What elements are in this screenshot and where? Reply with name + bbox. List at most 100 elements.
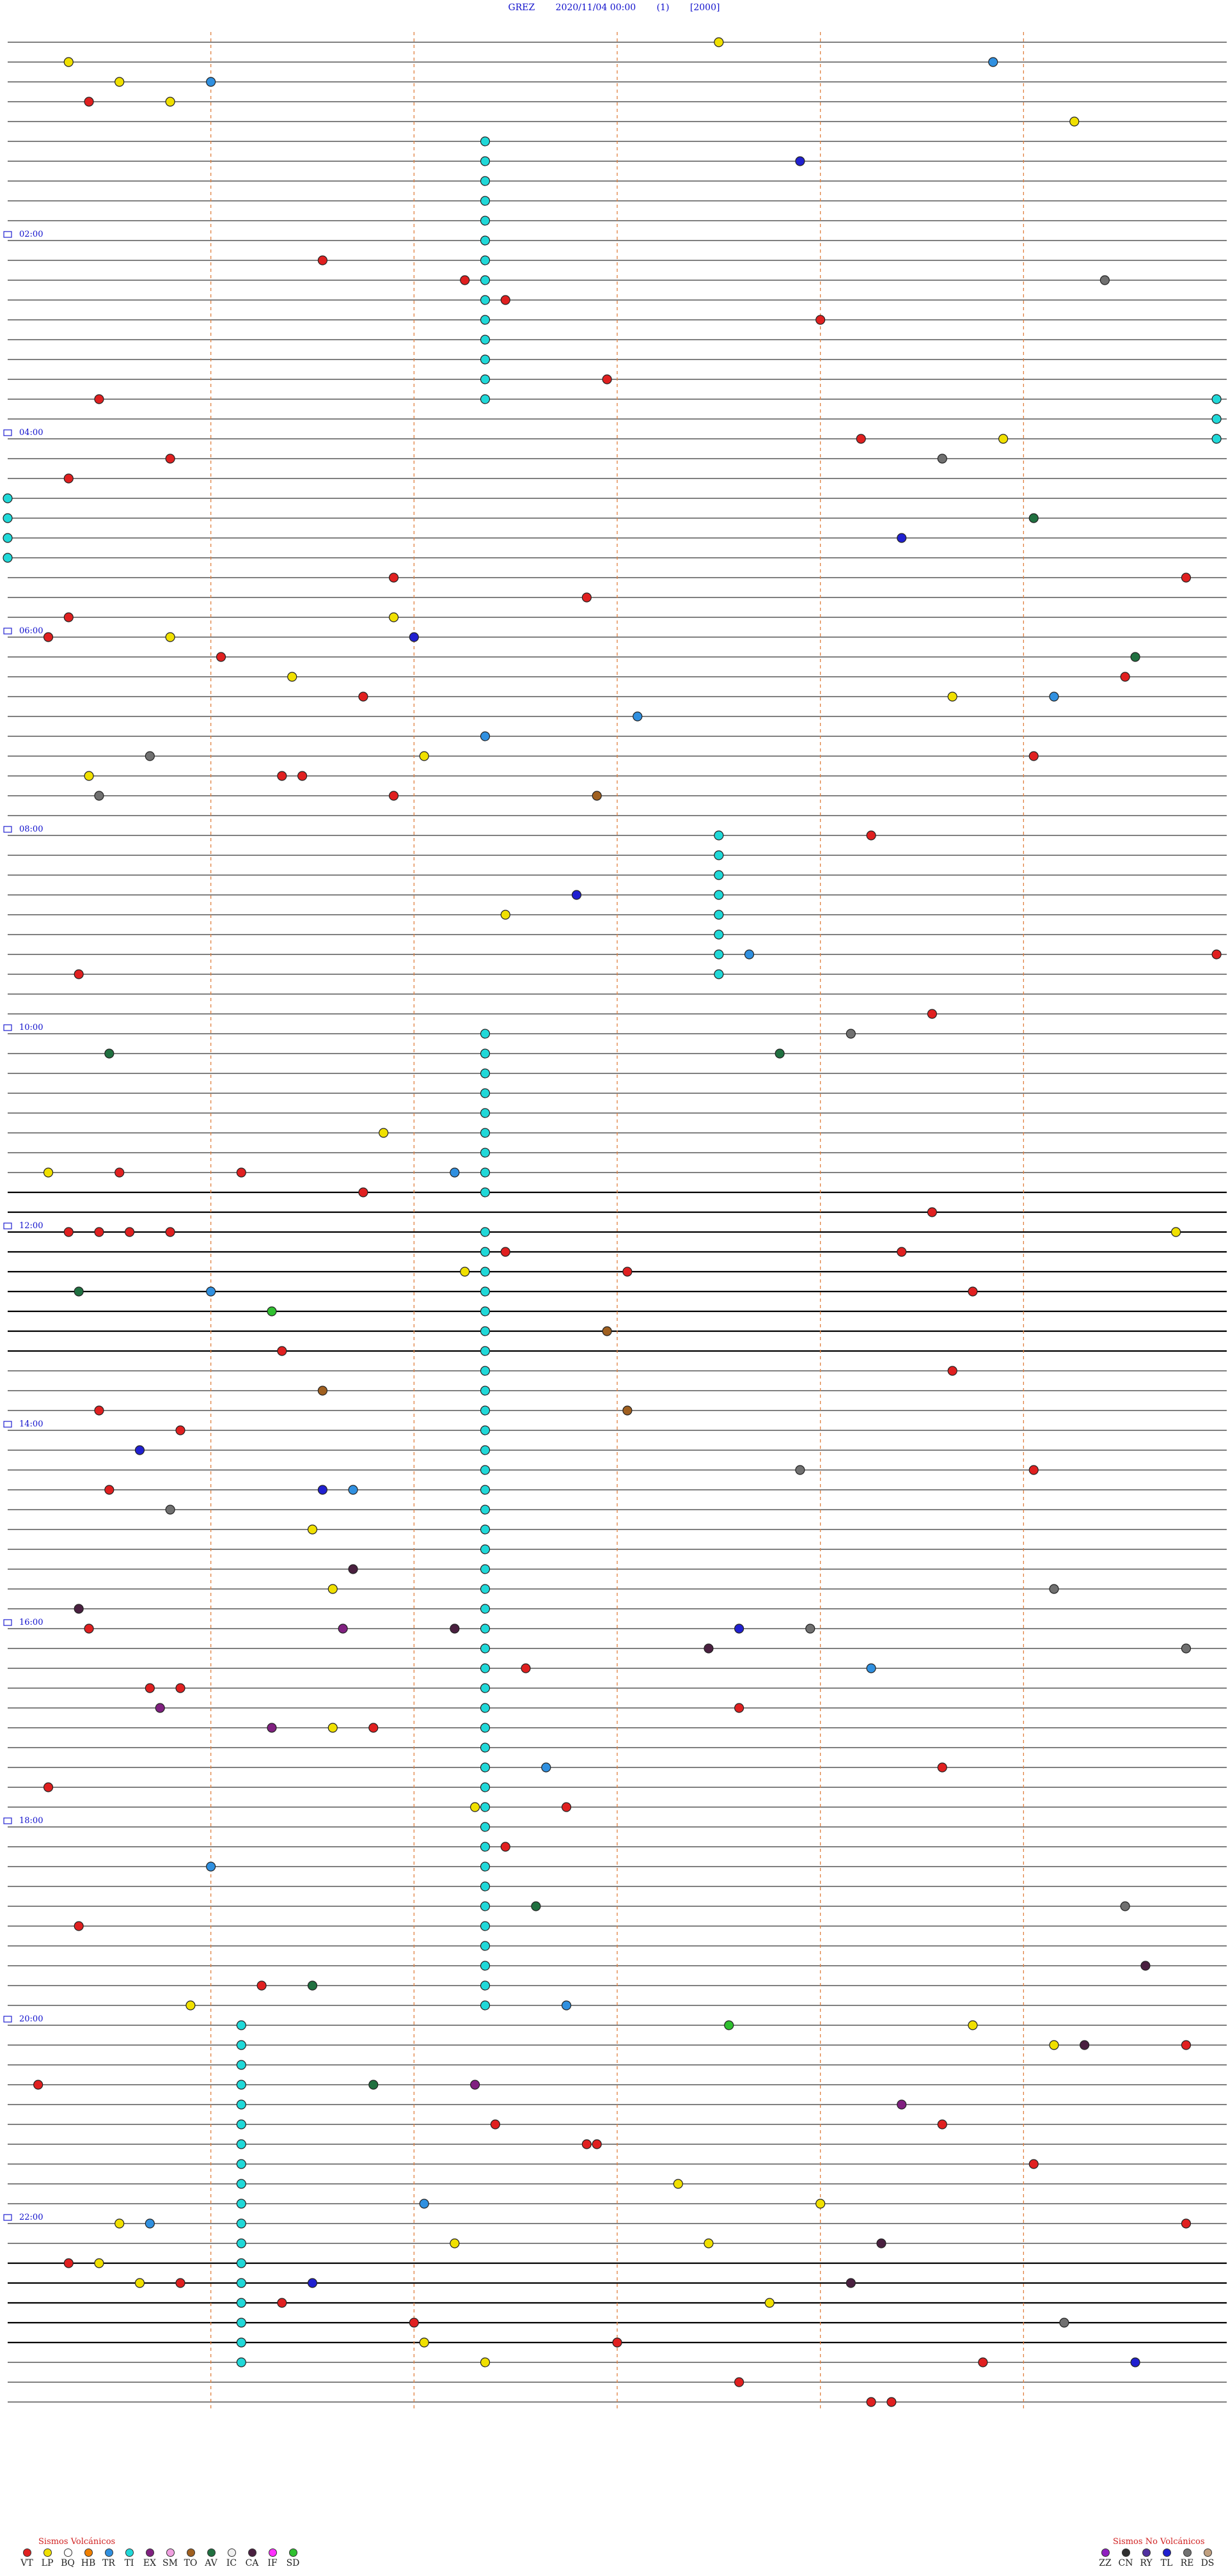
event-marker-ti xyxy=(480,1128,491,1138)
legend-swatch-icon xyxy=(288,2548,297,2557)
drum-datetime: 2020/11/04 00:00 xyxy=(555,3,636,13)
event-marker-lp xyxy=(94,2258,104,2268)
event-marker-tr xyxy=(541,1762,551,1773)
legend-code: VT xyxy=(20,2558,33,2568)
legend-item-to: TO xyxy=(180,2548,201,2568)
event-marker-ti xyxy=(3,533,13,543)
legend-volcanic: VT LP BQ HB TR TI EX SM TO AV IC CA IF SD xyxy=(17,2548,303,2568)
event-marker-tl xyxy=(571,890,582,900)
event-marker-vt xyxy=(236,1167,246,1178)
event-marker-ex xyxy=(470,2080,480,2090)
event-marker-vt xyxy=(1181,2040,1192,2050)
event-marker-ti xyxy=(714,969,724,979)
legend-item-cn: CN xyxy=(1115,2548,1136,2568)
event-marker-re xyxy=(94,791,104,801)
event-marker-lp xyxy=(419,2337,429,2348)
event-marker-ti xyxy=(3,493,13,503)
event-marker-ti xyxy=(480,1544,491,1554)
event-marker-vt xyxy=(388,791,399,801)
event-marker-vt xyxy=(74,1921,84,1931)
event-marker-lp xyxy=(287,672,297,682)
event-marker-tr xyxy=(561,2000,572,2011)
legend-item-av: AV xyxy=(201,2548,221,2568)
legend-item-ca: CA xyxy=(242,2548,262,2568)
event-marker-lp xyxy=(327,1723,338,1733)
event-marker-ti xyxy=(480,176,491,186)
legend-item-hb: HB xyxy=(78,2548,98,2568)
event-marker-vt xyxy=(886,2397,897,2407)
event-marker-tl xyxy=(307,2278,318,2288)
hour-marker-icon xyxy=(3,231,12,238)
hour-label: 02:00 xyxy=(19,230,43,239)
legend-swatch-icon xyxy=(186,2548,195,2557)
event-marker-ti xyxy=(480,1108,491,1118)
event-marker-ti xyxy=(236,2080,246,2090)
event-marker-vt xyxy=(937,2119,947,2130)
event-marker-ti xyxy=(236,2258,246,2268)
event-marker-tr xyxy=(348,1485,358,1495)
event-marker-ti xyxy=(480,1187,491,1197)
event-marker-ti xyxy=(480,1247,491,1257)
event-marker-re xyxy=(1181,1643,1192,1654)
hour-marker-icon xyxy=(3,1619,12,1626)
event-marker-ti xyxy=(480,1604,491,1614)
event-marker-vt xyxy=(734,1703,744,1713)
legend-swatch-icon xyxy=(43,2548,52,2557)
event-marker-vt xyxy=(277,2298,287,2308)
event-marker-vt xyxy=(490,2119,501,2130)
event-marker-av xyxy=(104,1048,114,1059)
event-marker-ex xyxy=(267,1723,277,1733)
event-marker-ti xyxy=(480,295,491,305)
hour-marker-icon xyxy=(3,2016,12,2023)
event-marker-ti xyxy=(480,1921,491,1931)
event-marker-ti xyxy=(236,2357,246,2367)
legend-code: SM xyxy=(162,2558,178,2568)
event-marker-ti xyxy=(480,1088,491,1098)
event-marker-ti xyxy=(714,929,724,940)
event-marker-tl xyxy=(1130,2357,1140,2367)
legend-item-vt: VT xyxy=(17,2548,37,2568)
event-marker-tr xyxy=(988,57,998,67)
event-marker-ti xyxy=(480,1485,491,1495)
event-marker-tr xyxy=(206,1286,216,1297)
event-marker-ti xyxy=(480,1564,491,1574)
legend-swatch-icon xyxy=(1121,2548,1130,2557)
event-marker-lp xyxy=(815,2199,826,2209)
event-marker-vt xyxy=(358,691,368,702)
event-marker-lp xyxy=(673,2179,683,2189)
event-marker-ti xyxy=(480,1366,491,1376)
event-marker-lp xyxy=(63,57,74,67)
event-marker-ti xyxy=(480,2000,491,2011)
event-marker-ti xyxy=(480,1465,491,1475)
event-marker-ti xyxy=(714,890,724,900)
event-marker-lp xyxy=(480,2357,491,2367)
legend-swatch-icon xyxy=(1183,2548,1192,2557)
event-marker-vt xyxy=(43,632,54,642)
event-marker-vt xyxy=(114,1167,125,1178)
event-marker-ti xyxy=(480,216,491,226)
event-marker-vt xyxy=(581,592,592,603)
legend-code: IF xyxy=(267,2558,278,2568)
event-marker-lp xyxy=(968,2020,978,2030)
event-marker-ti xyxy=(480,1386,491,1396)
event-marker-ti xyxy=(480,1822,491,1832)
event-marker-ti xyxy=(480,1286,491,1297)
event-marker-lp xyxy=(500,910,510,920)
legend-code: SD xyxy=(286,2558,300,2568)
event-marker-vt xyxy=(947,1366,957,1376)
legend-item-zz: ZZ xyxy=(1095,2548,1115,2568)
event-marker-ti xyxy=(480,1762,491,1773)
event-marker-ti xyxy=(480,1663,491,1673)
event-marker-ti xyxy=(480,1524,491,1535)
event-marker-vt xyxy=(1028,2159,1039,2169)
event-marker-lp xyxy=(114,77,125,87)
event-marker-re xyxy=(937,454,947,464)
drum-page: (1) xyxy=(656,3,670,13)
legend-swatch-icon xyxy=(104,2548,113,2557)
event-marker-ca xyxy=(1140,1961,1151,1971)
event-marker-vt xyxy=(460,275,470,285)
event-marker-vt xyxy=(856,434,866,444)
event-marker-ti xyxy=(480,1782,491,1792)
event-marker-ti xyxy=(1211,434,1222,444)
event-marker-ca xyxy=(704,1643,714,1654)
